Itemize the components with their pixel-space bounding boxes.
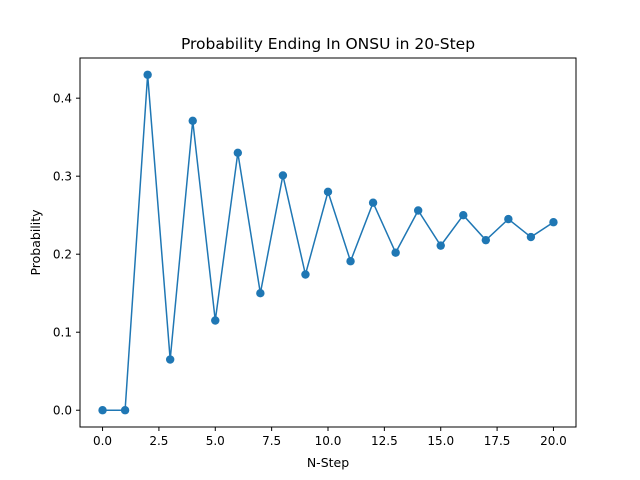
data-point: [481, 235, 491, 245]
y-tick-label: 0.2: [53, 248, 72, 262]
data-point: [391, 248, 400, 257]
plot-area: [98, 70, 558, 415]
data-point: [526, 232, 536, 242]
data-point: [323, 187, 333, 196]
data-point: [413, 206, 423, 215]
x-tick-label: 17.5: [484, 434, 511, 448]
data-point: [301, 270, 310, 279]
x-tick-label: 0.0: [93, 434, 112, 448]
data-point: [165, 355, 175, 364]
data-point: [256, 289, 265, 298]
y-tick-label: 0.3: [53, 170, 72, 184]
x-axis-label: N-Step: [307, 455, 349, 470]
x-tick-label: 20.0: [540, 434, 567, 448]
y-tick-label: 0.4: [53, 92, 72, 106]
x-tick-label: 12.5: [371, 434, 398, 448]
data-point: [98, 406, 107, 415]
y-axis-label: Probability: [28, 209, 43, 276]
data-point: [346, 257, 355, 266]
data-point: [436, 241, 445, 250]
data-point: [278, 171, 288, 180]
x-tick-label: 10.0: [315, 434, 342, 448]
data-point: [549, 218, 558, 227]
x-tick-label: 15.0: [427, 434, 454, 448]
chart-title: Probability Ending In ONSU in 20-Step: [181, 35, 475, 53]
data-point: [143, 70, 152, 79]
data-point: [504, 214, 513, 224]
data-point: [120, 406, 130, 415]
data-point: [459, 211, 468, 220]
data-point: [188, 116, 197, 126]
x-tick-label: 2.5: [149, 434, 168, 448]
x-tick-label: 5.0: [206, 434, 225, 448]
y-tick-label: 0.1: [53, 326, 72, 340]
data-point: [233, 148, 243, 157]
data-point: [368, 198, 378, 207]
x-tick-label: 7.5: [262, 434, 281, 448]
y-tick-label: 0.0: [53, 404, 72, 418]
data-point: [211, 316, 220, 325]
